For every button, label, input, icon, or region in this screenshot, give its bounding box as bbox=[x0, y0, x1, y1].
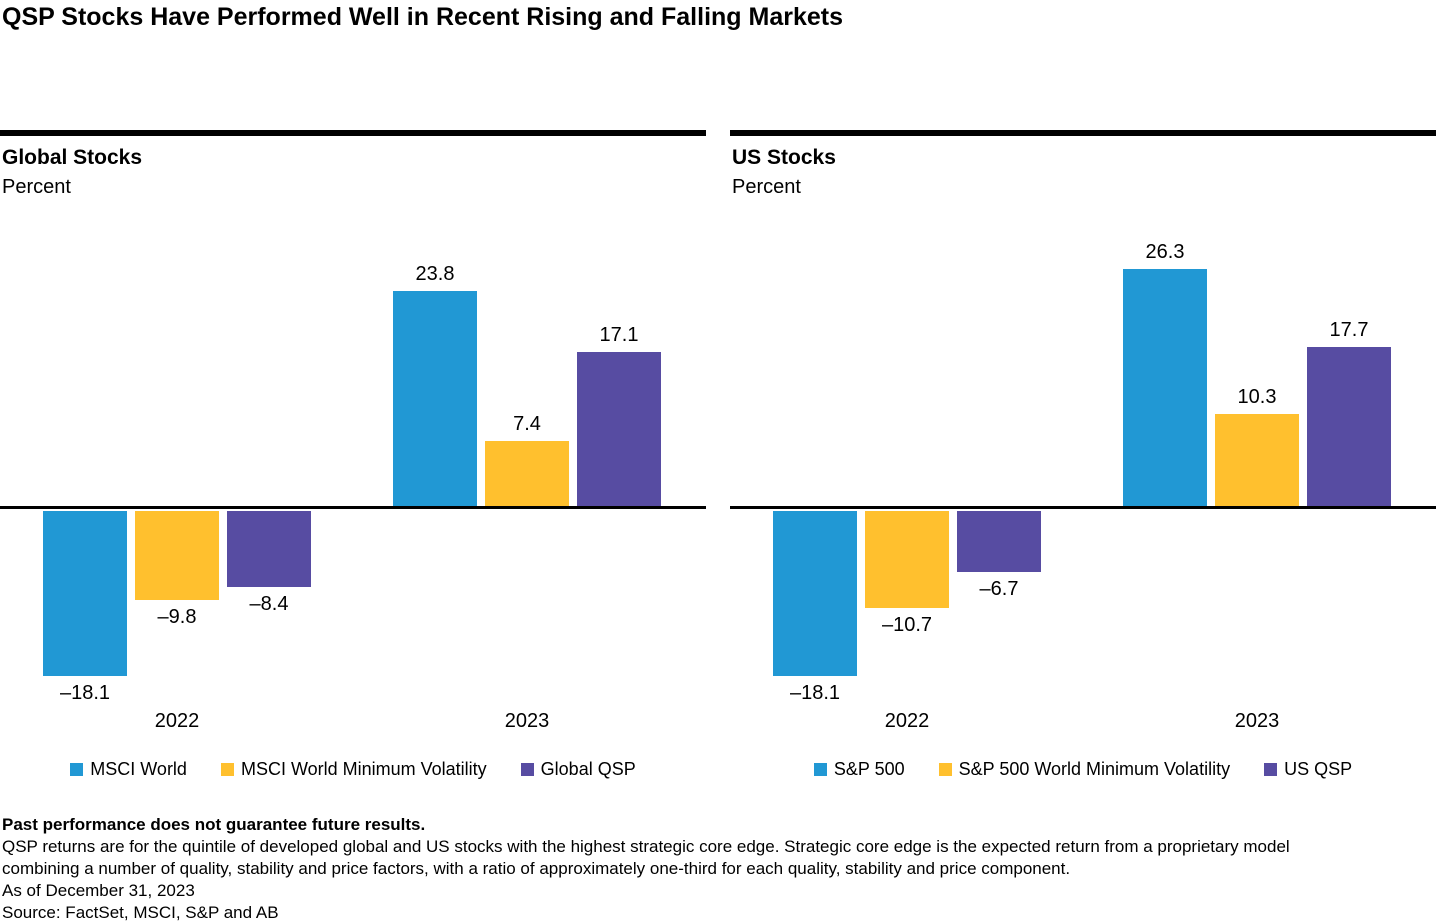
bar-value-label: 17.7 bbox=[1329, 319, 1369, 341]
plot-us: –18.1 –10.7 –6.7 2022 26.3 10.3 17.7 2023 bbox=[730, 210, 1436, 755]
legend-label: S&P 500 World Minimum Volatility bbox=[958, 758, 1231, 779]
footnote-line-2: combining a number of quality, stability… bbox=[2, 859, 1071, 878]
panel-top-rule bbox=[0, 130, 706, 136]
as-of-date: As of December 31, 2023 bbox=[2, 881, 195, 900]
x-tick-label-2023: 2023 bbox=[504, 710, 550, 732]
footnote-block: Past performance does not guarantee futu… bbox=[2, 814, 1432, 924]
chart-title-us: US Stocks bbox=[732, 146, 836, 169]
bar-value-label: 10.3 bbox=[1237, 386, 1277, 408]
legend-swatch-icon bbox=[520, 762, 534, 776]
panel-top-rule bbox=[730, 130, 1436, 136]
x-tick-label-2023: 2023 bbox=[1234, 710, 1280, 732]
bar-value-label: 7.4 bbox=[513, 413, 541, 435]
legend-swatch-icon bbox=[70, 762, 84, 776]
chart-title-global: Global Stocks bbox=[2, 146, 143, 169]
legend-item-0: MSCI World bbox=[70, 759, 187, 780]
legend-item-1: S&P 500 World Minimum Volatility bbox=[938, 758, 1231, 780]
legend-swatch-icon bbox=[1264, 762, 1278, 776]
bar-value-label: 17.1 bbox=[599, 324, 639, 346]
chart-ylabel-us: Percent bbox=[732, 176, 801, 198]
bar-2023-1 bbox=[1215, 414, 1299, 508]
legend-label: US QSP bbox=[1284, 758, 1353, 779]
bar-value-label: –18.1 bbox=[789, 682, 841, 704]
bar-2023-0 bbox=[1123, 269, 1207, 508]
bar-2022-1 bbox=[865, 511, 949, 608]
x-axis-zero-line bbox=[0, 506, 706, 509]
bar-value-label: –8.4 bbox=[249, 593, 289, 615]
bar-2023-0 bbox=[393, 291, 477, 508]
legend-item-2: US QSP bbox=[1264, 759, 1352, 780]
bar-value-label: 26.3 bbox=[1145, 241, 1185, 263]
panel-global-stocks: Global Stocks Percent –18.1 –9.8 –8.4 2022 2… bbox=[0, 130, 706, 810]
bar-2022-1 bbox=[135, 511, 219, 600]
legend-global: MSCI World MSCI World Minimum Volatility G… bbox=[0, 758, 706, 780]
legend-label: MSCI World bbox=[90, 758, 187, 779]
page-title: QSP Stocks Have Performed Well in Recent… bbox=[2, 3, 843, 31]
plot-global: –18.1 –9.8 –8.4 2022 23.8 7.4 17.1 2023 bbox=[0, 210, 706, 755]
legend-item-1: MSCI World Minimum Volatility bbox=[220, 758, 487, 780]
bar-2022-0 bbox=[43, 511, 127, 676]
bar-value-label: –6.7 bbox=[979, 578, 1019, 600]
legend-label: Global QSP bbox=[540, 758, 636, 779]
x-axis-zero-line bbox=[730, 506, 1436, 509]
legend-us: S&P 500 S&P 500 World Minimum Volatility U… bbox=[730, 758, 1436, 780]
panel-us-stocks: US Stocks Percent –18.1 –10.7 –6.7 2022 26.3… bbox=[730, 130, 1436, 810]
legend-item-2: Global QSP bbox=[520, 758, 636, 780]
footnote-line-1: QSP returns are for the quintile of deve… bbox=[2, 837, 1290, 856]
bar-2022-2 bbox=[957, 511, 1041, 572]
bar-2023-2 bbox=[577, 352, 661, 508]
disclaimer-text: Past performance does not guarantee futu… bbox=[2, 815, 426, 834]
legend-label: S&P 500 bbox=[833, 758, 905, 779]
bar-2022-2 bbox=[227, 511, 311, 587]
legend-swatch-icon bbox=[938, 762, 952, 776]
bar-value-label: 23.8 bbox=[415, 263, 455, 285]
bar-2023-1 bbox=[485, 441, 569, 508]
bar-2023-2 bbox=[1307, 347, 1391, 508]
x-tick-label-2022: 2022 bbox=[154, 710, 200, 732]
bar-2022-0 bbox=[773, 511, 857, 676]
legend-label: MSCI World Minimum Volatility bbox=[240, 758, 487, 779]
source-line: Source: FactSet, MSCI, S&P and AB bbox=[2, 903, 279, 922]
legend-item-0: S&P 500 bbox=[813, 758, 905, 780]
bar-value-label: –10.7 bbox=[881, 614, 933, 636]
bar-value-label: –18.1 bbox=[59, 682, 111, 704]
bar-value-label: –9.8 bbox=[157, 606, 197, 628]
legend-swatch-icon bbox=[220, 762, 234, 776]
legend-swatch-icon bbox=[813, 762, 827, 776]
x-tick-label-2022: 2022 bbox=[884, 710, 930, 732]
chart-ylabel-global: Percent bbox=[2, 176, 71, 198]
